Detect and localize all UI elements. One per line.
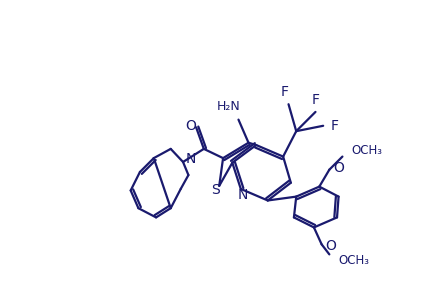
Text: O: O bbox=[185, 119, 196, 133]
Text: H₂N: H₂N bbox=[217, 100, 241, 113]
Text: N: N bbox=[237, 188, 248, 202]
Text: F: F bbox=[281, 85, 289, 99]
Text: O: O bbox=[325, 239, 336, 253]
Text: N: N bbox=[186, 152, 197, 166]
Text: OCH₃: OCH₃ bbox=[338, 254, 370, 267]
Text: O: O bbox=[333, 161, 344, 175]
Text: F: F bbox=[312, 93, 320, 107]
Text: S: S bbox=[211, 183, 220, 198]
Text: F: F bbox=[331, 119, 339, 133]
Text: OCH₃: OCH₃ bbox=[352, 144, 383, 157]
